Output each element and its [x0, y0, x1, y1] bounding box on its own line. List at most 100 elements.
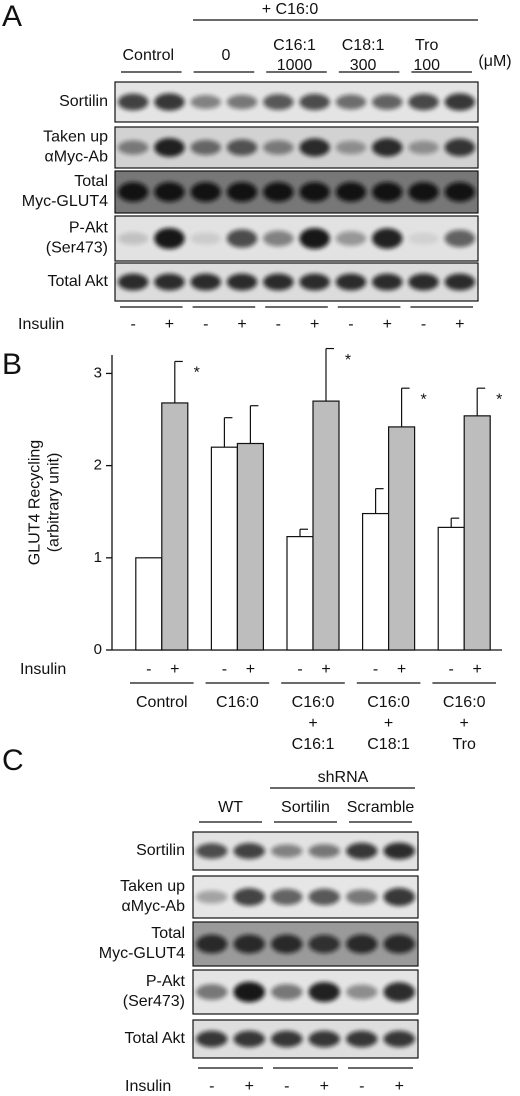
bar [362, 512, 390, 651]
band [299, 93, 330, 111]
band [383, 842, 415, 860]
band [233, 934, 265, 954]
band [271, 984, 303, 1000]
band [299, 182, 330, 202]
band [383, 887, 415, 907]
bar [210, 446, 238, 651]
band [335, 140, 367, 155]
lane-sign: + [320, 1078, 329, 1095]
band [444, 229, 476, 248]
row-label-line: Sortilin [59, 93, 108, 110]
lane-sign: - [203, 316, 208, 333]
lane-sign: + [310, 316, 319, 333]
unit-label: (μM) [478, 53, 511, 70]
band [263, 273, 294, 291]
band [263, 94, 294, 110]
band [408, 182, 439, 202]
treatment-label: + C16:0 [262, 1, 319, 18]
band [346, 889, 378, 905]
x-tick-label: C16:0 + Tro [443, 694, 486, 753]
x-tick-label-line: Tro [452, 736, 476, 753]
x-tick-label-line: + [384, 715, 393, 732]
x-tick-label-line: C16:1 [292, 736, 335, 753]
band [383, 982, 415, 1002]
row-label-line: P-Akt [146, 973, 186, 990]
series-sign: + [397, 661, 406, 678]
y-tick-label: 2 [94, 457, 102, 474]
bar [312, 400, 340, 651]
group-label: Scramble [347, 799, 415, 816]
band [372, 273, 403, 291]
x-tick-label-line: + [460, 715, 469, 732]
band [226, 139, 258, 156]
blot-strip [192, 921, 419, 967]
group-label-line: 300 [350, 57, 377, 74]
band [226, 94, 258, 110]
band [154, 93, 185, 111]
lane-sign: - [284, 1078, 289, 1095]
row-label-line: αMyc-Ab [122, 898, 186, 915]
row-label: P-Akt (Ser473) [123, 973, 186, 1010]
band [117, 182, 149, 202]
y-tick-label: 3 [94, 364, 102, 381]
x-tick-label-line: C16:0 [367, 694, 410, 711]
band [226, 273, 258, 291]
row-label: Total Myc-GLUT4 [99, 925, 185, 962]
band [190, 182, 221, 202]
insulin-label: Insulin [18, 316, 64, 333]
band [408, 140, 439, 155]
series-sign: + [473, 661, 482, 678]
panel-label: C [2, 744, 24, 777]
band [308, 934, 340, 954]
group-label: 0 [221, 47, 230, 64]
band [444, 93, 476, 111]
row-label-line: Total Akt [48, 273, 109, 290]
band [263, 230, 294, 247]
x-row-label: Insulin [20, 661, 66, 678]
group-label: Control [123, 47, 175, 64]
lane-sign: - [348, 316, 353, 333]
row-label-line: Myc-GLUT4 [22, 193, 108, 210]
y-axis-label-line: GLUT4 Recycling [27, 440, 44, 565]
row-label: Sortilin [136, 842, 185, 859]
band [117, 232, 149, 245]
group-label-line: C18:1 [342, 37, 385, 54]
band [233, 888, 265, 906]
x-tick-label: C16:0 [216, 694, 259, 711]
lane-sign: + [165, 316, 174, 333]
band [335, 182, 367, 202]
band [190, 232, 221, 245]
bar [286, 536, 314, 651]
lane-sign: - [130, 316, 135, 333]
row-label-line: (Ser473) [123, 993, 185, 1010]
band [154, 227, 185, 250]
series-sign: + [321, 661, 330, 678]
band [196, 843, 228, 859]
band [117, 273, 149, 291]
band [408, 273, 439, 291]
series-sign: - [146, 661, 151, 678]
bar [388, 426, 416, 651]
band [308, 844, 340, 858]
band [233, 843, 265, 859]
row-label: Sortilin [59, 93, 108, 110]
group-label-line: 100 [413, 57, 440, 74]
lane-sign: + [395, 1078, 404, 1095]
lane-sign: + [455, 316, 464, 333]
band [408, 93, 439, 111]
row-label-line: αMyc-Ab [45, 149, 109, 166]
x-tick-label: Control [136, 694, 188, 711]
band [346, 984, 378, 1000]
group-label: C16:1 1000 [273, 37, 316, 74]
band [444, 138, 476, 157]
group-label: Sortilin [281, 799, 330, 816]
row-label-line: Total Akt [125, 1030, 186, 1047]
significance-mark: * [345, 352, 351, 369]
bar [135, 557, 163, 651]
band [154, 182, 185, 202]
row-label-line: Total [151, 925, 185, 942]
band [190, 139, 221, 156]
row-label-line: Myc-GLUT4 [99, 945, 185, 962]
x-tick-label-line: + [308, 715, 317, 732]
group-label-line: 1000 [277, 57, 313, 74]
